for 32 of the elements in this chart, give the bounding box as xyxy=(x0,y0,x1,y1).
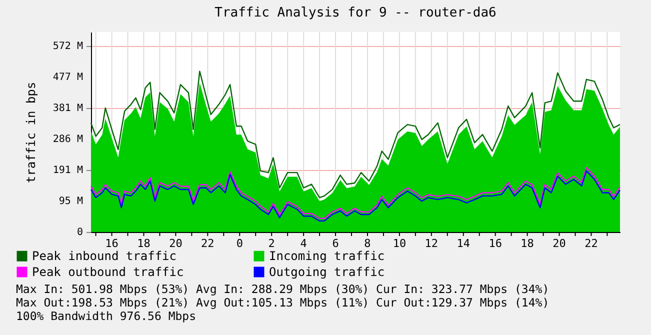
y-tick-label: 191 M xyxy=(52,165,83,176)
x-tick-label: 8 xyxy=(364,237,371,250)
x-tick-label: 22 xyxy=(201,237,214,250)
x-tick-label: 12 xyxy=(424,237,438,250)
y-tick-label: 95 M xyxy=(58,196,83,208)
y-tick-label: 0 xyxy=(76,227,83,238)
x-tick-label: 18 xyxy=(137,237,150,250)
y-tick-label: 381 M xyxy=(52,103,83,114)
x-tick-label: 4 xyxy=(300,237,308,250)
y-tick-label: 286 M xyxy=(52,134,83,146)
y-tick-label: 572 M xyxy=(52,41,83,52)
chart-title: Traffic Analysis for 9 -- router-da6 xyxy=(214,6,496,20)
x-tick-label: 16 xyxy=(105,237,118,250)
x-tick-label: 16 xyxy=(488,237,502,250)
y-tick-label: 477 M xyxy=(52,72,83,84)
legend-label: Peak inbound traffic xyxy=(32,249,176,264)
x-tick-label: 10 xyxy=(392,237,406,250)
y-axis-title: traffic in bps xyxy=(24,82,38,184)
x-tick-label: 6 xyxy=(332,237,339,250)
text: Max In: 501.98 Mbps (53%) Avg In: 288.29 Mbps (30%) Cur In: 323.77 Mbps (34%) xyxy=(16,282,550,296)
x-tick-label: 22 xyxy=(584,237,598,250)
x-tick-label: 0 xyxy=(236,237,243,250)
legend-label: Incoming traffic xyxy=(269,249,385,264)
text: 100% Bandwidth 976.56 Mbps xyxy=(16,309,196,323)
legend-label: Peak outbound traffic xyxy=(32,265,184,279)
x-tick-label: 20 xyxy=(169,237,182,250)
x-tick-label: 18 xyxy=(520,237,534,250)
x-tick-label: 20 xyxy=(552,237,566,250)
x-tick-label: 2 xyxy=(268,237,275,250)
text: Max Out:198.53 Mbps (21%) Avg Out:105.13 Mbps (11%) Cur Out:129.37 Mbps (14%) xyxy=(16,296,550,310)
legend-label: Outgoing traffic xyxy=(269,265,385,279)
x-tick-label: 14 xyxy=(456,237,470,250)
